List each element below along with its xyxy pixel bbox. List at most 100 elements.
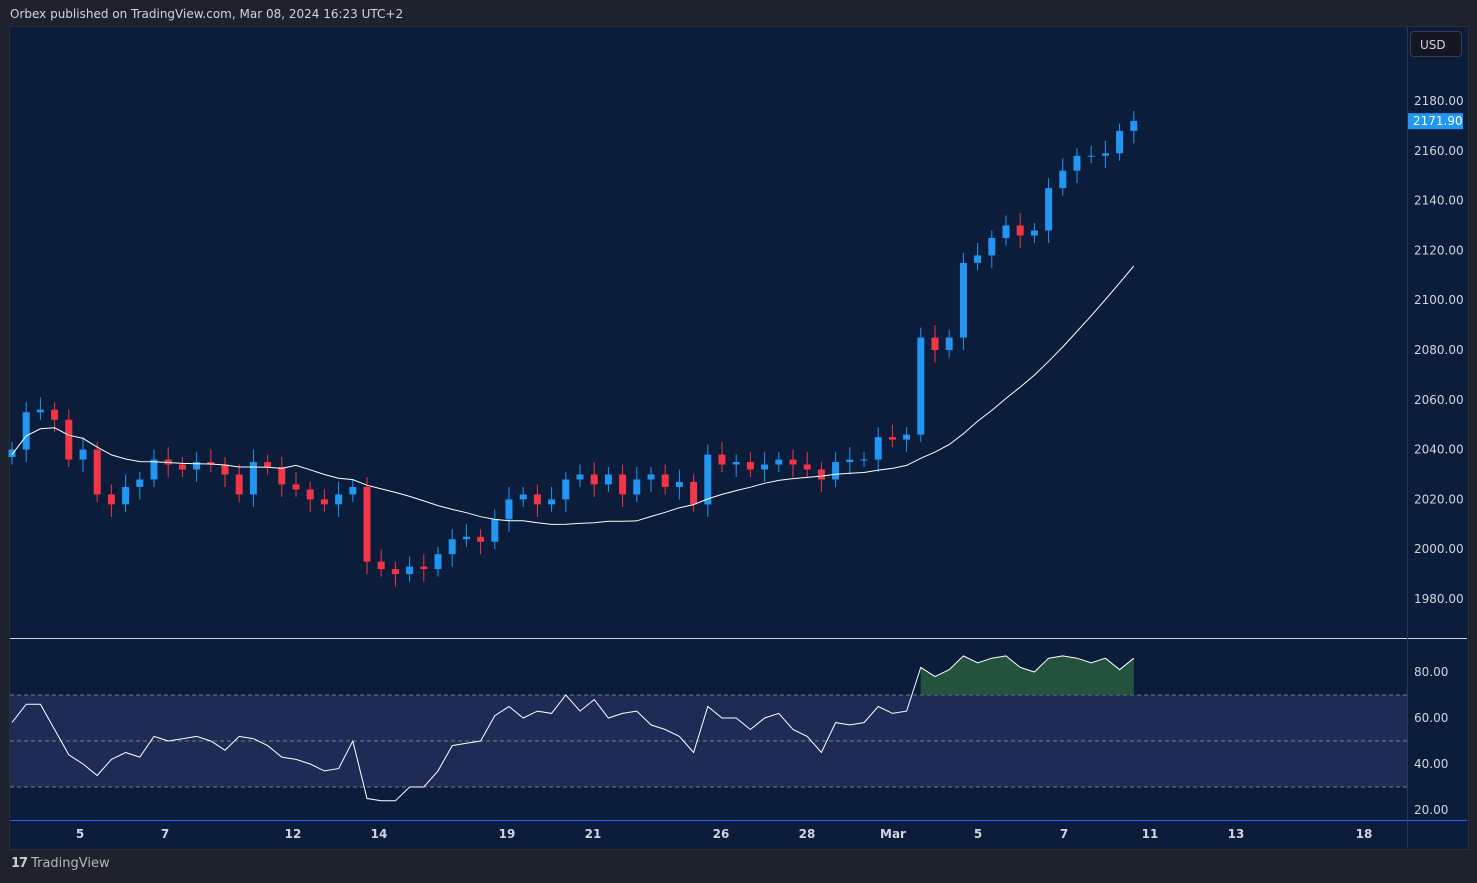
candle-body [974,255,982,263]
price-tick-label: 2100.00 [1414,293,1464,307]
candle-body [207,462,215,465]
candle-body [633,479,641,495]
price-tick-label: 2020.00 [1414,492,1464,506]
candle-body [959,262,967,338]
candle-body [903,434,911,440]
candle-body [178,464,186,470]
candle-body [945,337,953,350]
candle-body [576,474,584,480]
candle-body [619,474,627,495]
price-tick-label: 2180.00 [1414,94,1464,108]
brand-text: TradingView [31,856,110,871]
price-tick-label: 2120.00 [1414,243,1464,257]
moving-average-line [11,265,1135,525]
candle-body [264,462,272,468]
tradingview-logo[interactable]: 17 TradingView [11,856,110,871]
time-tick-label: 5 [974,827,982,841]
candle-body [661,474,669,487]
candle-body [1045,188,1053,231]
candle-body [718,454,726,465]
price-tick-label: 2080.00 [1414,343,1464,357]
candle-body [1030,230,1038,236]
candle-body [278,467,286,485]
rsi-band [10,695,1407,787]
time-tick-label: 18 [1356,827,1373,841]
last-price-badge [1408,113,1463,130]
rsi-line [11,655,1135,802]
candle-body [832,462,840,480]
candle-body [434,554,442,570]
time-tick-label: 21 [585,827,602,841]
candle-body [548,499,556,505]
candle-body [590,474,598,485]
candle-body [306,489,314,500]
candle-body [562,479,570,500]
candle-body [193,462,201,470]
candle-body [22,412,30,450]
candle-body [1116,130,1124,154]
currency-button[interactable]: USD [1410,31,1462,57]
price-tick-label: 1980.00 [1414,592,1464,606]
candle-body [448,539,456,555]
candle-body [505,499,513,520]
rsi-tick-label: 60.00 [1414,711,1448,725]
candle-body [775,459,783,465]
candle-body [1087,155,1095,157]
candle-body [8,449,16,458]
candle-body [377,561,385,570]
candle-body [732,462,740,465]
candle-body [363,486,371,562]
candle-body [349,486,357,495]
candle-body [420,566,428,570]
candle-body [320,499,328,505]
candle-body [917,337,925,435]
candle-body [235,474,243,495]
candle-body [533,494,541,505]
candle-body [122,486,130,505]
candle-body [491,519,499,542]
last-price-label: 2171.90 [1413,114,1463,128]
candle-body [874,437,882,460]
time-tick-label: 5 [76,827,84,841]
rsi-tick-label: 40.00 [1414,757,1448,771]
tradingview-logo-icon: 17 [11,856,28,871]
candle-body [1002,225,1010,238]
candle-body [65,419,73,460]
candle-body [647,474,655,480]
candle-body [1016,225,1024,236]
rsi-tick-label: 80.00 [1414,665,1448,679]
rsi-tick-label: 20.00 [1414,803,1448,817]
candle-body [519,494,527,500]
candle-body [221,464,229,475]
candle-body [1130,120,1138,131]
time-tick-label: Mar [880,827,906,841]
candle-body [846,459,854,463]
candle-body [107,494,115,505]
time-tick-label: 11 [1142,827,1159,841]
candle-body [1101,153,1109,156]
price-tick-label: 2000.00 [1414,542,1464,556]
candle-body [1073,155,1081,171]
price-tick-label: 2160.00 [1414,144,1464,158]
publish-info: Orbex published on TradingView.com, Mar … [10,7,404,21]
candle-body [292,484,300,490]
time-tick-label: 28 [799,827,816,841]
candle-body [931,337,939,350]
candle-body [803,464,811,470]
price-tick-label: 2060.00 [1414,393,1464,407]
candle-body [150,459,158,480]
candle-body [789,459,797,465]
candle-body [860,459,868,461]
time-tick-label: 7 [1060,827,1068,841]
candle-body [704,454,712,505]
candle-body [690,481,698,505]
candle-body [988,237,996,256]
candle-body [746,462,754,470]
candle-body [604,474,612,485]
candle-body [335,494,343,505]
candle-body [675,481,683,487]
price-tick-label: 2140.00 [1414,194,1464,208]
candle-body [391,569,399,575]
candle-body [136,479,144,487]
